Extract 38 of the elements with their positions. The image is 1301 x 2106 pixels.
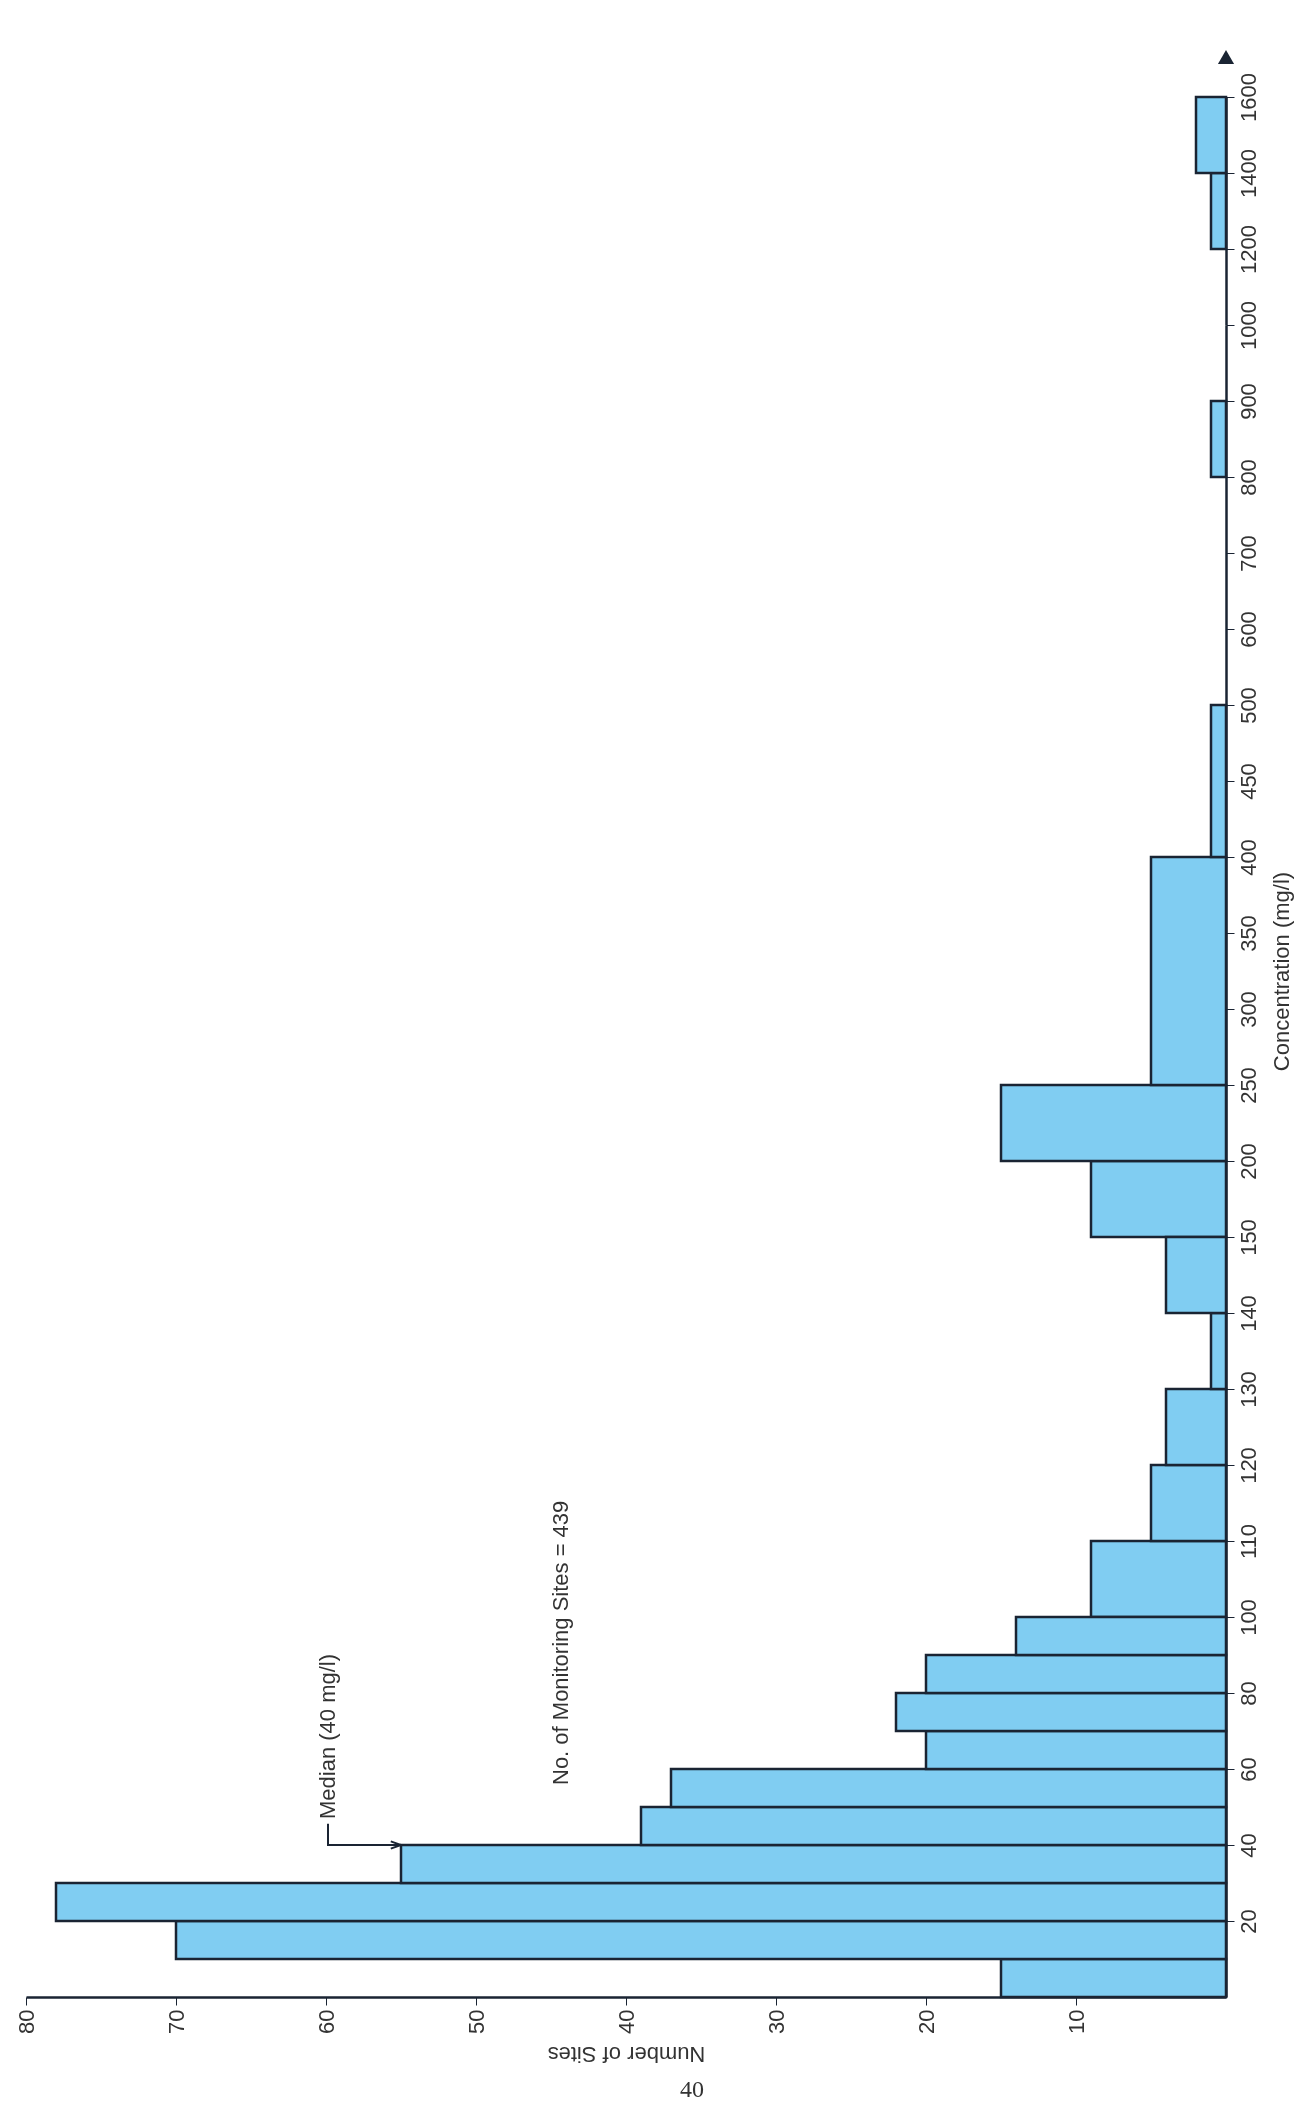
y-tick-label: 1600 — [1235, 73, 1261, 122]
y-tick-label: 700 — [1235, 535, 1261, 572]
y-tick-label: 60 — [1235, 1757, 1261, 1782]
y-tick-label: 100 — [1235, 1599, 1261, 1636]
x-tick-label: 40 — [613, 2009, 639, 2034]
x-tick-label: 50 — [463, 2009, 489, 2034]
y-tick-label: 20 — [1235, 1909, 1261, 1934]
y-tick-label: 110 — [1235, 1523, 1261, 1560]
y-tick-label: 120 — [1235, 1447, 1261, 1484]
y-tick-label: 250 — [1235, 1067, 1261, 1104]
y-tick-label: 900 — [1235, 383, 1261, 420]
y-tick-label: 300 — [1235, 991, 1261, 1028]
y-tick-label: 1400 — [1235, 149, 1261, 198]
y-tick-label: 40 — [1235, 1833, 1261, 1858]
x-axis-title: Number of Sites — [547, 2041, 706, 2067]
annotation: Median (40 mg/l) — [315, 1653, 340, 1819]
y-tick-label: 500 — [1235, 687, 1261, 724]
x-tick-label: 70 — [163, 2009, 189, 2034]
y-tick-label: 150 — [1235, 1219, 1261, 1256]
y-tick-label: 800 — [1235, 459, 1261, 496]
x-tick-label: 10 — [1063, 2009, 1089, 2034]
y-axis-title: Concentration (mg/l) — [1268, 871, 1294, 1072]
y-tick-label: 140 — [1235, 1295, 1261, 1332]
y-tick-label: 600 — [1235, 611, 1261, 648]
y-tick-label: 200 — [1235, 1143, 1261, 1180]
y-tick-label: 1200 — [1235, 225, 1261, 274]
y-tick-label: 1000 — [1235, 301, 1261, 350]
y-tick-label: 350 — [1235, 915, 1261, 952]
x-tick-label: 30 — [763, 2009, 789, 2034]
text: 40 — [680, 2076, 704, 2103]
annotation: No. of Monitoring Sites = 439 — [548, 1500, 573, 1785]
y-tick-label: 80 — [1235, 1681, 1261, 1706]
y-tick-label: 400 — [1235, 839, 1261, 876]
x-tick-label: 20 — [913, 2009, 939, 2034]
y-tick-label: 130 — [1235, 1371, 1261, 1408]
x-tick-label: 80 — [13, 2009, 39, 2034]
x-tick-label: 60 — [313, 2009, 339, 2034]
y-tick-label: 450 — [1235, 763, 1261, 800]
